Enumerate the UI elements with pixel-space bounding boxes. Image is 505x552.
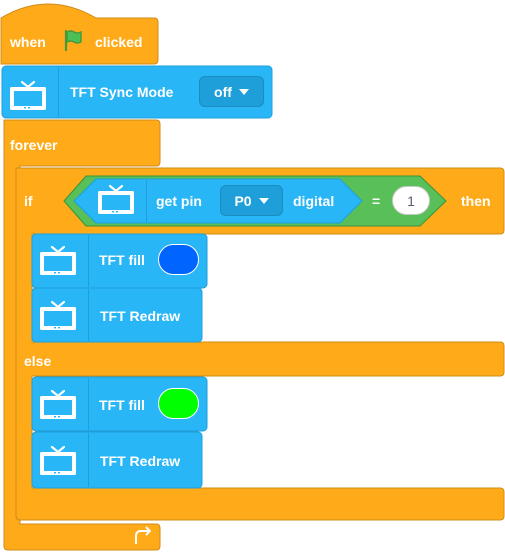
- tft-screen-icon: [40, 245, 76, 275]
- loop-arrow-icon: [135, 526, 151, 544]
- if-else-block-shape[interactable]: [15, 167, 505, 521]
- pin-value: P0: [234, 192, 252, 209]
- fill-color-swatch[interactable]: [158, 388, 199, 419]
- tft-redraw-label: TFT Redraw: [100, 453, 181, 469]
- else-label: else: [24, 353, 52, 369]
- pin-dropdown[interactable]: P0: [220, 185, 283, 216]
- digital-label: digital: [293, 193, 335, 209]
- block-separator: [88, 235, 89, 287]
- clicked-label: clicked: [95, 34, 143, 50]
- chevron-down-icon: [258, 197, 269, 204]
- tft-screen-icon: [98, 184, 134, 214]
- tft-screen-icon: [10, 80, 46, 110]
- sync-mode-value: off: [214, 83, 232, 100]
- when-label: when: [10, 34, 46, 50]
- block-separator: [88, 378, 89, 430]
- tft-fill-label: TFT fill: [99, 252, 145, 268]
- get-pin-label: get pin: [156, 193, 202, 209]
- block-separator: [88, 289, 89, 341]
- tft-screen-icon: [40, 445, 76, 475]
- block-separator: [88, 433, 89, 487]
- green-flag-icon[interactable]: [61, 28, 85, 52]
- chevron-down-icon: [238, 88, 249, 95]
- compare-value: 1: [407, 192, 415, 209]
- forever-label: forever: [10, 137, 58, 153]
- sync-mode-dropdown[interactable]: off: [199, 76, 264, 107]
- tft-redraw-label: TFT Redraw: [100, 308, 181, 324]
- compare-value-input[interactable]: 1: [392, 186, 430, 215]
- tft-fill-label: TFT fill: [99, 397, 145, 413]
- tft-screen-icon: [40, 389, 76, 419]
- block-separator: [146, 180, 147, 222]
- if-label: if: [24, 193, 33, 209]
- equals-sign: =: [372, 193, 381, 209]
- then-label: then: [461, 193, 491, 209]
- tft-sync-mode-label: TFT Sync Mode: [70, 84, 174, 100]
- fill-color-swatch[interactable]: [158, 244, 199, 275]
- block-separator: [58, 67, 59, 117]
- tft-screen-icon: [40, 300, 76, 330]
